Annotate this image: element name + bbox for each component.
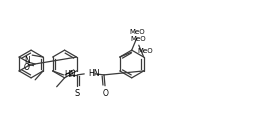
Text: O: O (103, 89, 109, 98)
Text: MeO: MeO (130, 36, 146, 42)
Text: O: O (24, 63, 30, 72)
Text: S: S (75, 89, 80, 98)
Text: HN: HN (88, 69, 100, 78)
Text: MeO: MeO (130, 29, 146, 35)
Text: MeO: MeO (138, 48, 153, 54)
Text: N: N (24, 56, 30, 65)
Text: HN: HN (64, 70, 76, 79)
